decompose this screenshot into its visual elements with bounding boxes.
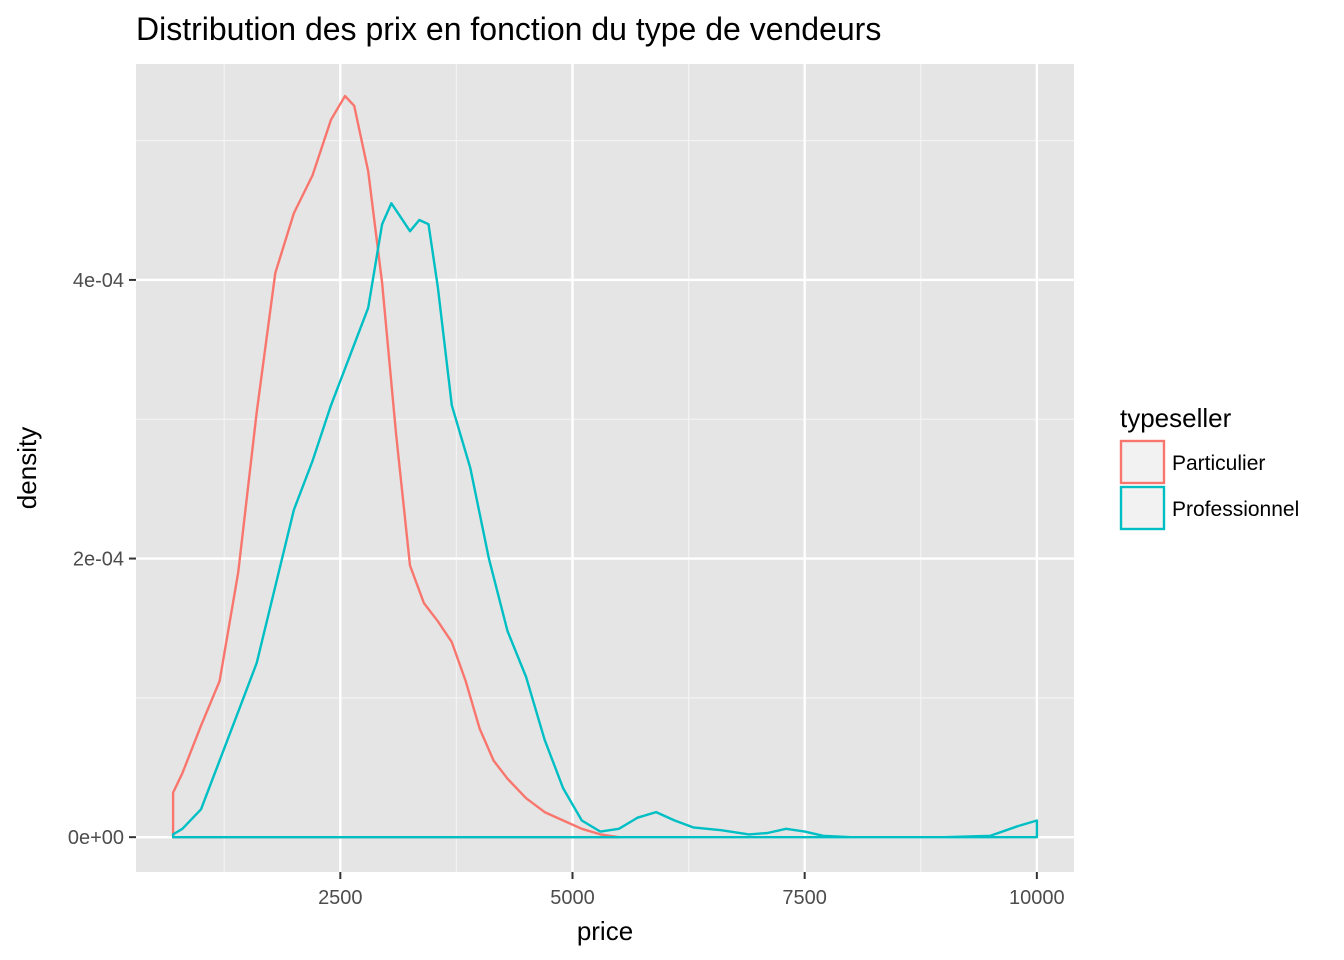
y-axis-title: density xyxy=(12,427,42,509)
legend-key-professionnel xyxy=(1119,485,1166,531)
x-tick-label: 7500 xyxy=(782,887,827,909)
x-tick-label: 2500 xyxy=(318,887,363,909)
legend: typeseller Particulier Professionnel xyxy=(1119,403,1299,531)
x-tick-label: 10000 xyxy=(1009,887,1065,909)
y-tick-label: 0e+00 xyxy=(68,827,124,849)
chart-title: Distribution des prix en fonction du typ… xyxy=(136,11,881,47)
legend-title: typeseller xyxy=(1120,403,1232,433)
x-tick-label: 5000 xyxy=(550,887,595,909)
legend-item-particulier: Particulier xyxy=(1119,439,1265,485)
legend-label-professionnel: Professionnel xyxy=(1172,498,1299,521)
plot-panel xyxy=(136,64,1074,872)
axes: 2500 5000 7500 10000 0e+00 2e-04 4e-04 xyxy=(68,270,1065,909)
x-axis-title: price xyxy=(577,916,633,946)
density-line-particulier xyxy=(171,94,621,839)
density-line-professionnel xyxy=(171,202,1039,839)
legend-key-particulier xyxy=(1119,439,1166,485)
density-series xyxy=(171,94,1039,839)
legend-label-particulier: Particulier xyxy=(1172,452,1265,475)
legend-item-professionnel: Professionnel xyxy=(1119,485,1299,531)
y-tick-label: 2e-04 xyxy=(73,549,124,571)
y-tick-label: 4e-04 xyxy=(73,270,124,292)
